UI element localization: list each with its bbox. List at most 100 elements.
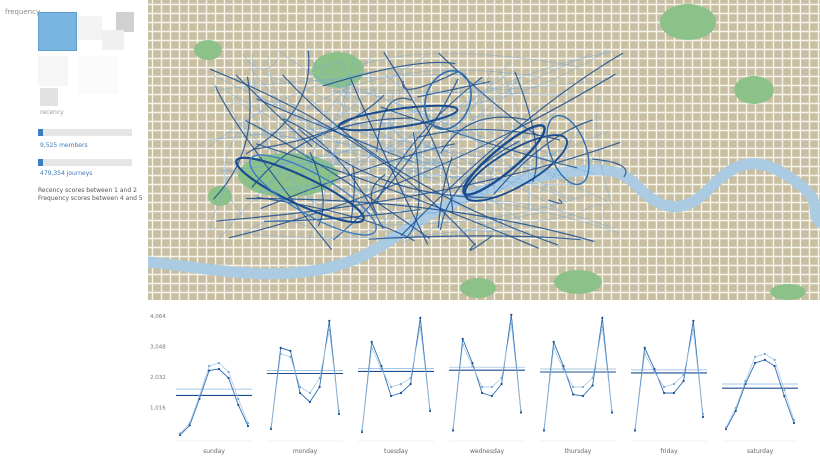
journey-line xyxy=(215,86,333,251)
data-point xyxy=(633,427,637,431)
grid-cell[interactable] xyxy=(78,56,118,94)
data-point xyxy=(562,364,565,368)
series-line xyxy=(179,362,249,434)
journey-line xyxy=(286,146,484,180)
grid-cell[interactable] xyxy=(78,16,102,40)
data-point xyxy=(601,316,604,319)
grid-cell[interactable] xyxy=(116,12,134,32)
data-point xyxy=(237,397,240,401)
journey-line xyxy=(538,120,575,193)
grid-cell[interactable] xyxy=(40,88,58,106)
journey-line xyxy=(438,52,539,137)
journey-line xyxy=(332,79,604,95)
members-count: 9,525 members xyxy=(40,142,88,149)
weekday-hourly-charts: 4,064 3,048 2,032 1,016 sunday monday tuesday… xyxy=(150,313,798,455)
day-panel-sunday: sunday xyxy=(176,361,252,455)
data-point xyxy=(380,364,383,368)
journey-line xyxy=(581,204,605,221)
data-point xyxy=(552,340,555,343)
journey-line xyxy=(368,235,581,241)
journey-line xyxy=(257,100,446,173)
journey-line xyxy=(440,116,529,154)
grid-cell[interactable] xyxy=(102,30,124,50)
journey-line xyxy=(316,53,355,223)
grid-cell[interactable] xyxy=(38,56,68,86)
data-point xyxy=(208,369,211,372)
recency-frequency-grid[interactable] xyxy=(38,12,136,108)
data-point xyxy=(490,394,493,398)
journey-line xyxy=(404,131,420,240)
data-point xyxy=(409,376,412,380)
london-journey-map[interactable] xyxy=(148,0,820,300)
journey-line xyxy=(402,70,460,90)
data-point xyxy=(390,394,393,398)
journey-line xyxy=(251,117,414,188)
series-line xyxy=(270,320,340,430)
data-point xyxy=(471,361,474,365)
data-point xyxy=(763,358,767,361)
journey-line xyxy=(216,141,621,222)
data-point xyxy=(328,319,331,322)
data-point xyxy=(682,379,685,383)
journey-line xyxy=(352,167,449,177)
journey-line xyxy=(242,53,280,70)
data-point xyxy=(643,352,646,355)
journey-line xyxy=(228,73,616,239)
data-point xyxy=(337,409,341,413)
journey-line xyxy=(358,53,579,67)
data-point xyxy=(672,382,676,386)
data-point xyxy=(289,349,292,352)
y-tick-label: 2,032 xyxy=(150,375,166,381)
journeys-bar-fill xyxy=(38,159,43,166)
data-point xyxy=(510,322,513,325)
data-point xyxy=(663,391,666,395)
day-label: saturday xyxy=(747,448,774,455)
journey-line xyxy=(386,209,453,241)
series-line xyxy=(725,353,795,428)
journey-line xyxy=(418,130,609,179)
day-label: friday xyxy=(660,448,678,455)
day-panel-wednesday: wednesday xyxy=(449,313,525,455)
journey-line xyxy=(251,53,312,202)
parks xyxy=(194,4,806,300)
data-point xyxy=(754,361,757,365)
data-point xyxy=(419,325,422,328)
data-point xyxy=(328,328,331,331)
journey-line xyxy=(370,174,386,216)
journey-line xyxy=(401,152,583,186)
series-line xyxy=(543,326,613,430)
grid-cell-selected[interactable] xyxy=(38,12,77,51)
journey-line xyxy=(246,197,595,243)
day-panel-friday: friday xyxy=(631,319,707,455)
data-point xyxy=(481,391,484,395)
data-point xyxy=(237,403,240,407)
data-point xyxy=(581,394,584,398)
journey-line xyxy=(357,130,485,226)
series-line xyxy=(270,329,340,428)
data-point xyxy=(610,409,614,413)
journey-line xyxy=(209,183,229,232)
filter-sidebar: frequency recency 9,525 members 479,354 … xyxy=(0,0,148,300)
journey-line xyxy=(255,143,539,249)
journey-line xyxy=(241,219,309,236)
journey-line xyxy=(308,194,315,240)
series-line xyxy=(634,320,704,431)
data-point xyxy=(763,352,767,355)
data-point xyxy=(734,409,737,413)
data-point xyxy=(643,346,646,349)
journey-line xyxy=(252,94,385,150)
data-point xyxy=(419,316,422,319)
journey-line xyxy=(213,75,488,192)
journey-line xyxy=(245,50,310,155)
journey-line xyxy=(322,61,456,87)
journey-line xyxy=(486,68,516,90)
data-point xyxy=(481,385,484,389)
journey-line xyxy=(443,211,547,243)
data-point xyxy=(581,385,584,389)
journey-line xyxy=(224,133,244,216)
data-point xyxy=(227,376,230,380)
day-label: wednesday xyxy=(470,448,505,455)
data-point xyxy=(792,421,796,425)
journey-line xyxy=(342,81,595,175)
data-point xyxy=(208,364,211,368)
